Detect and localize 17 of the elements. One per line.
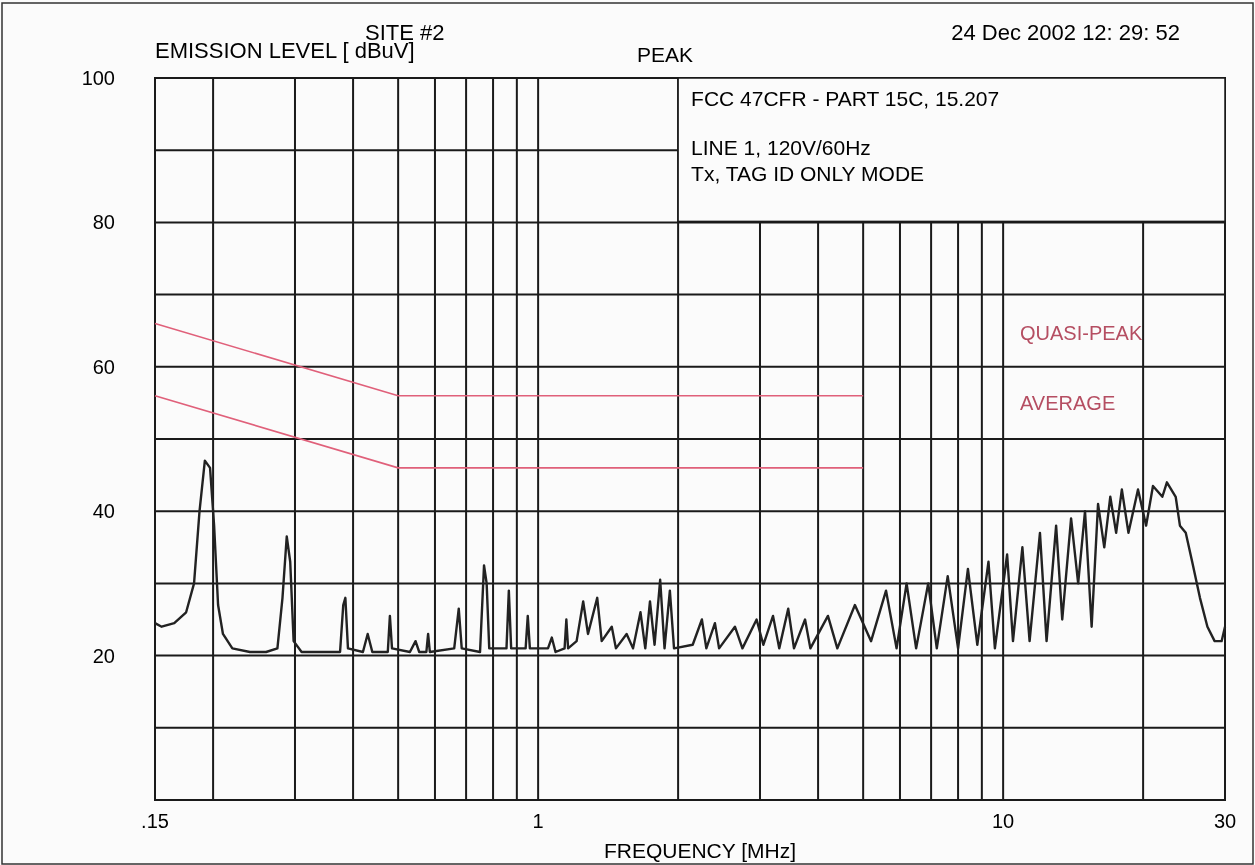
text: AVERAGE xyxy=(1020,392,1116,414)
y-tick-label: 40 xyxy=(92,500,115,523)
annotation: Tx, TAG ID ONLY MODE xyxy=(691,162,925,185)
y-tick-label: 60 xyxy=(92,355,115,378)
x-tick-label: 10 xyxy=(992,810,1015,832)
y-tick-label: 20 xyxy=(92,644,115,667)
x-tick-label: .15 xyxy=(141,810,169,832)
annotation: LINE 1, 120V/60Hz xyxy=(691,136,871,159)
x-axis-title: FREQUENCY [MHz] xyxy=(603,839,797,862)
annotation: FCC 47CFR - PART 15C, 15.207 xyxy=(691,87,1000,110)
text: QUASI-PEAK xyxy=(1020,322,1143,344)
text: 24 Dec 2002 12: 29: 52 xyxy=(951,20,1180,45)
x-tick-label: 30 xyxy=(1213,810,1237,832)
y-tick-label: 80 xyxy=(92,211,115,234)
x-tick-label: 1 xyxy=(532,810,544,832)
y-tick-label: 100 xyxy=(81,67,115,89)
text: PEAK xyxy=(637,43,694,66)
